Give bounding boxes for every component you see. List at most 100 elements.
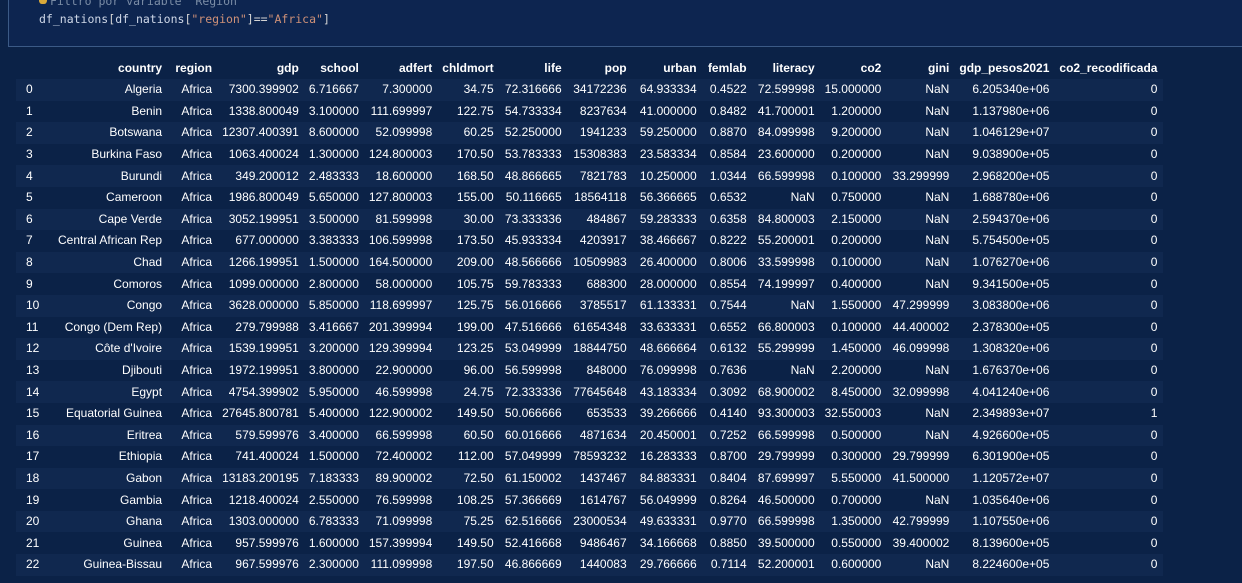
table-cell-adfert: 106.599998 — [368, 233, 433, 248]
table-row: 1 Benin Africa 1338.800049 3.100000 111.69999… — [16, 100, 1164, 123]
table-cell-co2: 0.600000 — [831, 557, 882, 572]
table-cell-gdp: 7300.399902 — [228, 82, 299, 97]
table-cell-gini: NaN — [925, 147, 950, 162]
table-cell-pop: 10509983 — [573, 255, 627, 270]
table-cell-gini: NaN — [925, 363, 950, 378]
table-cell-region: Africa — [181, 406, 213, 421]
table-cell-literacy: 52.200001 — [757, 557, 815, 572]
table-cell-school: 2.300000 — [308, 557, 359, 572]
table-cell-gdp-pesos2021: 2.968200e+05 — [972, 168, 1050, 183]
table-cell-femlab: 0.4522 — [709, 82, 747, 97]
column-header: gini — [928, 60, 950, 75]
table-cell-gdp: 677.000000 — [235, 233, 299, 248]
table-cell-co2-recodificada: 1 — [1150, 406, 1158, 421]
table-cell-co2: 9.200000 — [831, 125, 882, 140]
table-cell-literacy: 68.900002 — [757, 384, 815, 399]
table-cell-pop: 34172236 — [573, 82, 627, 97]
table-cell-femlab: 0.6358 — [709, 211, 747, 226]
table-cell-literacy: 66.599998 — [757, 427, 815, 442]
table-cell-literacy: 66.599998 — [757, 514, 815, 529]
table-cell-urban: 10.250000 — [639, 168, 697, 183]
table-cell-region: Africa — [181, 233, 213, 248]
table-cell-literacy: NaN — [790, 363, 815, 378]
table-cell-pop: 1440083 — [579, 557, 627, 572]
table-cell-femlab: 0.7544 — [709, 298, 747, 313]
table-row: 18 Gabon Africa 13183.200195 7.183333 89.9000… — [16, 467, 1164, 490]
table-cell-co2: 15.000000 — [824, 82, 882, 97]
table-cell-gdp-pesos2021: 1.107550e+06 — [972, 514, 1050, 529]
table-cell-country: Benin — [131, 103, 163, 118]
table-row: 20 Ghana Africa 1303.000000 6.783333 71.09999… — [16, 510, 1164, 533]
table-cell-gdp-pesos2021: 9.341500e+05 — [972, 276, 1050, 291]
table-cell-co2-recodificada: 0 — [1150, 341, 1158, 356]
table-cell-life: 50.116665 — [505, 190, 562, 205]
code-token-string: "Africa" — [267, 12, 323, 26]
table-cell-gdp-pesos2021: 3.083800e+06 — [972, 298, 1050, 313]
table-cell-literacy: 33.599998 — [757, 255, 815, 270]
table-cell-adfert: 201.399994 — [368, 319, 433, 334]
table-cell-country: Central African Rep — [58, 233, 163, 248]
table-cell-region: Africa — [181, 535, 213, 550]
table-cell-gini: NaN — [925, 557, 950, 572]
table-cell-urban: 84.883331 — [639, 470, 697, 485]
table-cell-literacy: 74.199997 — [757, 276, 815, 291]
table-cell-co2-recodificada: 0 — [1150, 514, 1158, 529]
table-cell-life: 72.333336 — [504, 384, 562, 399]
table-cell-gini: NaN — [925, 492, 950, 507]
table-cell-pop: 15308383 — [573, 147, 627, 162]
table-cell-gdp: 1266.199951 — [228, 255, 299, 270]
table-cell-chldmort: 149.50 — [456, 535, 494, 550]
table-cell-country: Congo — [126, 298, 163, 313]
table-cell-region: Africa — [181, 427, 213, 442]
table-cell-gdp: 27645.800781 — [222, 406, 299, 421]
column-header: life — [544, 60, 562, 75]
table-cell-co2: 0.100000 — [831, 168, 882, 183]
table-cell-country: Guinea — [123, 535, 163, 550]
table-cell-gini: NaN — [925, 82, 950, 97]
table-row: 16 Eritrea Africa 579.599976 3.400000 66.5999… — [16, 424, 1164, 447]
table-cell-pop: 9486467 — [579, 535, 627, 550]
row-index: 8 — [26, 255, 33, 270]
table-row: 13 Djibouti Africa 1972.199951 3.800000 22.90… — [16, 359, 1164, 382]
table-row: 22 Guinea-Bissau Africa 967.599976 2.300000 1… — [16, 554, 1164, 576]
code-statement-line[interactable]: df_nations[df_nations["region"]=="Africa… — [39, 12, 330, 26]
table-cell-co2: 0.100000 — [831, 319, 882, 334]
code-token-string: "region" — [191, 12, 247, 26]
table-cell-gdp: 12307.400391 — [222, 125, 299, 140]
table-cell-co2: 32.550003 — [824, 406, 882, 421]
table-cell-co2-recodificada: 0 — [1150, 103, 1158, 118]
table-cell-gdp-pesos2021: 2.349893e+07 — [972, 406, 1050, 421]
column-header: urban — [663, 60, 697, 75]
table-cell-country: Gabon — [126, 470, 163, 485]
table-cell-femlab: 0.8554 — [709, 276, 747, 291]
table-cell-urban: 28.000000 — [639, 276, 697, 291]
table-cell-urban: 33.633331 — [639, 319, 697, 334]
table-cell-co2: 0.200000 — [831, 147, 882, 162]
table-cell-country: Burkina Faso — [91, 147, 163, 162]
table-row: 17 Ethiopia Africa 741.400024 1.500000 72.400… — [16, 446, 1164, 468]
table-cell-femlab: 0.3092 — [709, 384, 747, 399]
table-cell-gdp-pesos2021: 6.301900e+05 — [972, 449, 1050, 464]
table-cell-gini: 46.099998 — [892, 341, 950, 356]
row-index: 3 — [26, 147, 33, 162]
table-row: 12 Côte d'Ivoire Africa 1539.199951 3.200000… — [16, 338, 1164, 360]
table-cell-pop: 78593232 — [573, 449, 627, 464]
table-cell-co2: 0.700000 — [831, 492, 882, 507]
code-cell[interactable]: Filtro por variable "Region" df_nations[… — [8, 0, 1242, 47]
row-index: 14 — [26, 384, 40, 399]
column-header: co2 — [860, 60, 882, 75]
table-cell-chldmort: 75.25 — [463, 514, 494, 529]
table-cell-region: Africa — [181, 298, 213, 313]
table-cell-co2: 8.450000 — [831, 384, 882, 399]
table-cell-adfert: 58.000000 — [375, 276, 433, 291]
table-cell-co2: 0.300000 — [831, 449, 882, 464]
table-cell-pop: 18564118 — [574, 190, 627, 205]
table-cell-gdp: 3628.000000 — [228, 298, 299, 313]
code-token-operator: ]== — [246, 12, 268, 26]
column-header: gdp_pesos2021 — [959, 60, 1050, 75]
row-index: 7 — [26, 233, 33, 248]
table-cell-co2-recodificada: 0 — [1150, 147, 1158, 162]
table-cell-life: 52.416668 — [504, 535, 562, 550]
table-cell-country: Côte d'Ivoire — [95, 341, 163, 356]
table-cell-chldmort: 30.00 — [463, 211, 494, 226]
